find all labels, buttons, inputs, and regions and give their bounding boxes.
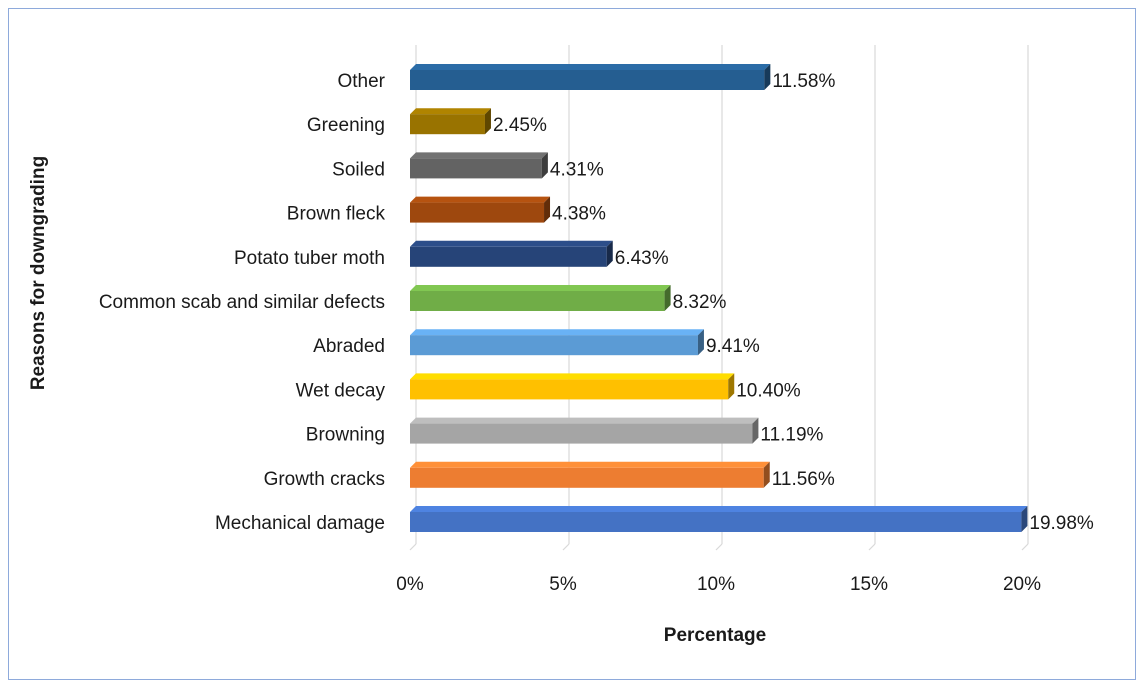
- bar-front-face: [410, 70, 765, 90]
- bar: [410, 417, 759, 444]
- bar-end-face: [764, 64, 771, 90]
- bar-front-face: [410, 512, 1022, 532]
- bar-front-face: [410, 158, 542, 179]
- bar-end-face: [544, 196, 551, 223]
- bar-end-face: [606, 240, 613, 267]
- bar-top-face: [410, 108, 491, 115]
- data-label: 4.31%: [550, 159, 604, 180]
- category-label: Common scab and similar defects: [99, 292, 385, 313]
- category-label: Soiled: [332, 159, 385, 180]
- bar-top-face: [410, 285, 671, 291]
- x-tick-label: 10%: [697, 574, 735, 595]
- bar-front-face: [410, 246, 607, 267]
- bar-top-face: [410, 417, 759, 424]
- data-label: 2.45%: [493, 115, 547, 136]
- y-axis-title: Reasons for downgrading: [28, 156, 49, 390]
- bar-end-face: [1021, 506, 1028, 532]
- bar-top-face: [410, 461, 770, 468]
- x-tick-label: 0%: [396, 574, 424, 595]
- category-label: Abraded: [313, 336, 385, 357]
- data-label: 4.38%: [552, 204, 606, 225]
- data-label: 11.19%: [760, 425, 823, 446]
- bar-end-face: [664, 285, 671, 311]
- category-label: Potato tuber moth: [234, 248, 385, 269]
- bar: [410, 329, 704, 356]
- data-label: 8.32%: [673, 292, 727, 313]
- data-label: 9.41%: [706, 336, 760, 357]
- x-tick-label: 20%: [1003, 574, 1041, 595]
- bar: [410, 108, 491, 135]
- bar-top-face: [410, 506, 1028, 512]
- data-label: 11.58%: [772, 71, 835, 92]
- gridline-floor: [562, 543, 570, 551]
- bar: [410, 64, 771, 90]
- bar-top-face: [410, 64, 771, 70]
- category-label: Wet decay: [296, 380, 386, 401]
- bar-front-face: [410, 335, 698, 356]
- gridline-floor: [409, 543, 417, 551]
- data-label: 6.43%: [615, 248, 669, 269]
- category-label: Growth cracks: [264, 469, 385, 490]
- category-label: Brown fleck: [287, 204, 386, 225]
- bar: [410, 373, 735, 400]
- bar-front-face: [410, 467, 764, 488]
- bar-front-face: [410, 202, 545, 223]
- bar: [410, 196, 551, 223]
- gridline-floor: [715, 543, 723, 551]
- bar-front-face: [410, 291, 665, 311]
- bar-top-face: [410, 152, 548, 159]
- bar-end-face: [752, 417, 759, 444]
- bar: [410, 240, 613, 267]
- category-label: Other: [337, 71, 385, 92]
- bar: [410, 461, 770, 488]
- bar: [410, 152, 548, 179]
- x-tick-label: 15%: [850, 574, 888, 595]
- bar-end-face: [541, 152, 548, 179]
- data-label: 10.40%: [736, 380, 801, 401]
- bar-front-face: [410, 423, 753, 444]
- data-label: 11.56%: [772, 469, 835, 490]
- data-label: 19.98%: [1029, 513, 1094, 534]
- gridline-floor: [1021, 543, 1029, 551]
- gridline-floor: [868, 543, 876, 551]
- bar: [410, 506, 1028, 532]
- category-label: Greening: [307, 115, 385, 136]
- bar-end-face: [484, 108, 491, 135]
- category-label: Browning: [306, 425, 385, 446]
- category-label: Mechanical damage: [215, 513, 385, 534]
- bar-top-face: [410, 329, 704, 336]
- x-tick-label: 5%: [549, 574, 577, 595]
- x-axis-title: Percentage: [664, 625, 766, 646]
- bar-end-face: [697, 329, 704, 356]
- bar-front-face: [410, 114, 485, 135]
- bar: [410, 285, 671, 311]
- bar-end-face: [763, 461, 770, 488]
- bar-front-face: [410, 379, 729, 400]
- bar-top-face: [410, 240, 613, 247]
- bar-top-face: [410, 196, 551, 203]
- bar-end-face: [728, 373, 735, 400]
- bar-top-face: [410, 373, 735, 380]
